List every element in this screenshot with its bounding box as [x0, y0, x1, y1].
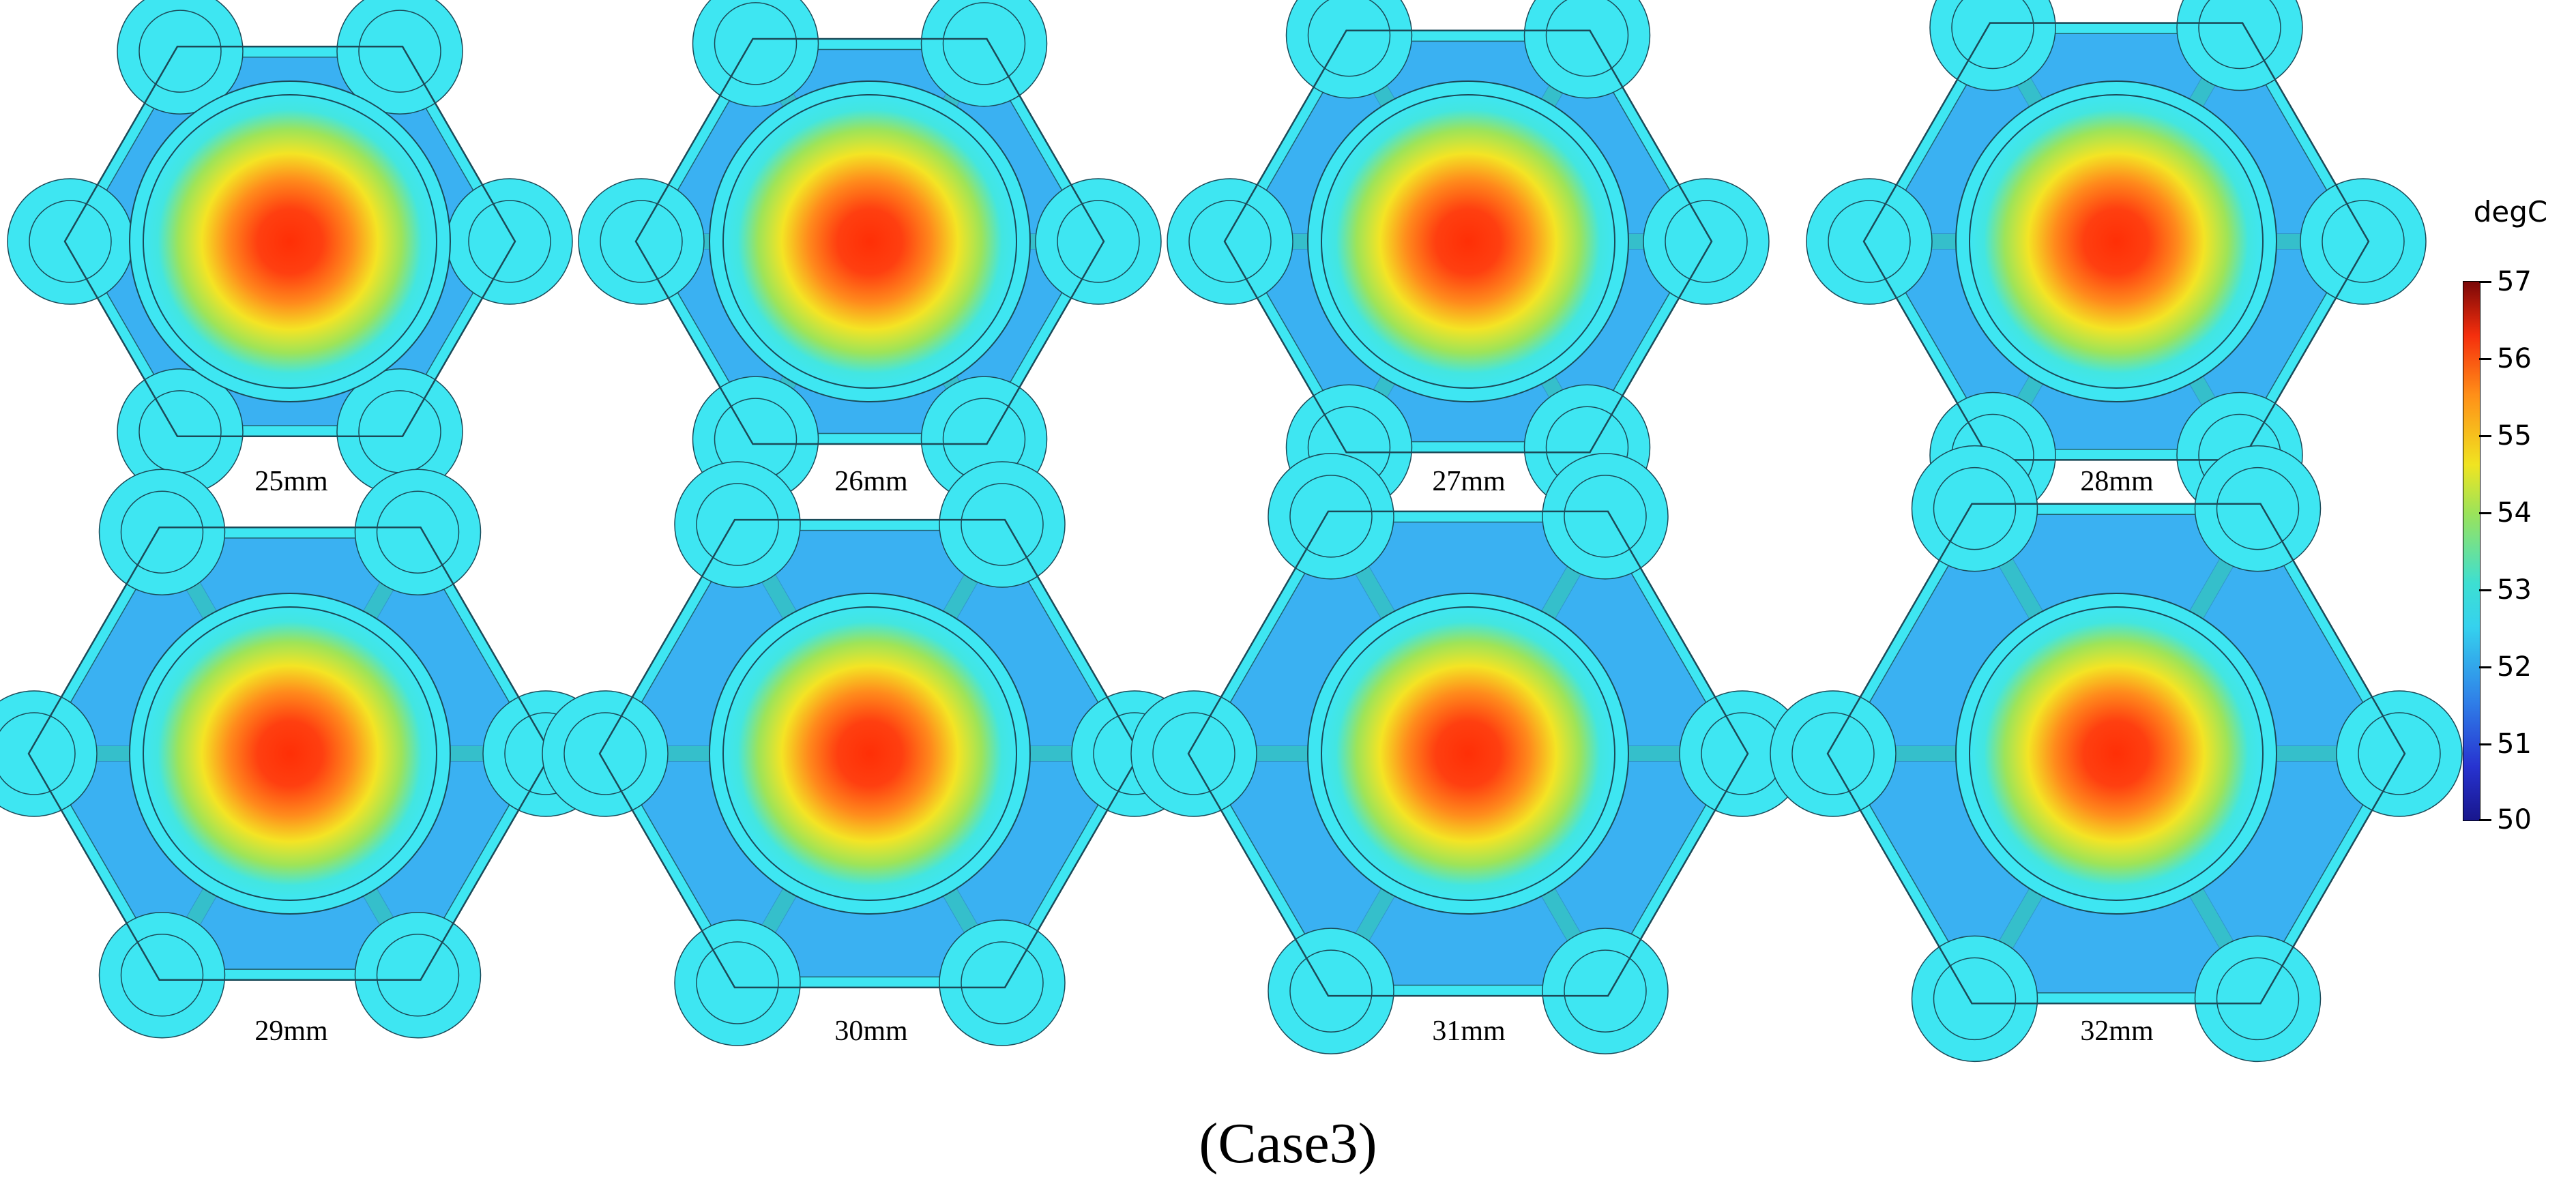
colorbar-label-57: 57	[2497, 266, 2532, 297]
panel-label-31mm: 31mm	[1432, 1016, 1506, 1047]
panel-label-26mm: 26mm	[834, 466, 908, 497]
panel-label-27mm: 27mm	[1432, 466, 1506, 497]
panel-label-25mm: 25mm	[254, 466, 328, 497]
colorbar-tick	[2479, 666, 2491, 668]
colorbar-tick	[2479, 281, 2491, 283]
hexagon-panel-26mm	[578, 0, 1162, 503]
hexagon-panel-29mm	[0, 469, 609, 1039]
colorbar-label-53: 53	[2497, 574, 2532, 606]
hexagon-panel-30mm	[542, 461, 1198, 1046]
colorbar-tick	[2479, 743, 2491, 745]
colorbar-label-52: 52	[2497, 651, 2532, 683]
colorbar-tick	[2479, 512, 2491, 514]
hexagon-panel-31mm	[1130, 453, 1806, 1054]
hexagon-panel-32mm	[1770, 445, 2463, 1063]
colorbar-tick	[2479, 819, 2491, 821]
colorbar	[2463, 281, 2480, 821]
colorbar-label-50: 50	[2497, 804, 2532, 835]
panel-label-29mm: 29mm	[254, 1016, 328, 1047]
colorbar-label-51: 51	[2497, 728, 2532, 760]
panel-label-32mm: 32mm	[2080, 1016, 2154, 1047]
hexagon-panel-27mm	[1167, 0, 1770, 511]
hexagon-panel-25mm	[7, 0, 573, 495]
colorbar-label-56: 56	[2497, 343, 2532, 374]
colorbar-label-54: 54	[2497, 497, 2532, 529]
colorbar-tick	[2479, 358, 2491, 360]
colorbar-label-55: 55	[2497, 420, 2532, 452]
hexagon-panel-28mm	[1806, 0, 2427, 519]
colorbar-tick	[2479, 589, 2491, 591]
colorbar-unit: degC	[2473, 195, 2548, 228]
panel-label-30mm: 30mm	[834, 1016, 908, 1047]
figure-caption: (Case3)	[1199, 1112, 1377, 1175]
colorbar-tick	[2479, 435, 2491, 437]
panel-label-28mm: 28mm	[2080, 466, 2154, 497]
